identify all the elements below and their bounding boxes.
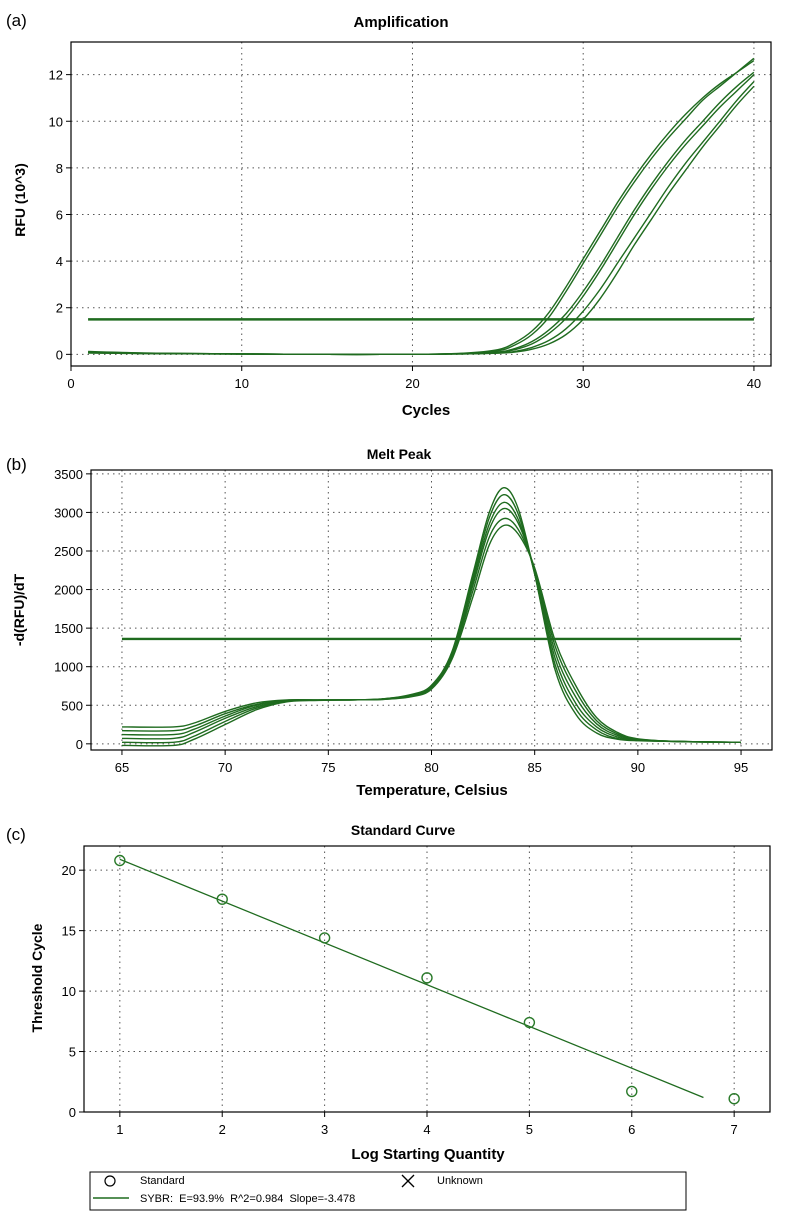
standard-curve-x-ticks: 1 2 3 4 5 6 7 bbox=[116, 1112, 738, 1137]
y-tick-label: 20 bbox=[62, 863, 76, 878]
y-tick-label: 10 bbox=[62, 984, 76, 999]
melt-peak-x-axis-label: Temperature, Celsius bbox=[356, 782, 507, 799]
legend-standard-label: Standard bbox=[140, 1175, 185, 1187]
x-tick-label: 0 bbox=[67, 376, 74, 391]
amplification-curves bbox=[88, 57, 755, 356]
y-tick-label: 0 bbox=[69, 1105, 76, 1120]
amplification-x-ticks: 0 10 20 30 40 bbox=[67, 366, 761, 391]
standard-point bbox=[114, 854, 126, 867]
standard-point bbox=[523, 1016, 536, 1029]
x-tick-label: 30 bbox=[576, 376, 590, 391]
y-tick-label: 3500 bbox=[54, 467, 83, 482]
standard-curve-y-axis-label: Threshold Cycle bbox=[29, 923, 45, 1032]
y-tick-label: 4 bbox=[56, 254, 63, 269]
curve-4 bbox=[121, 507, 742, 743]
curve-5 bbox=[121, 517, 742, 744]
standard-curve-x-axis-label: Log Starting Quantity bbox=[351, 1146, 505, 1163]
curve-2 bbox=[121, 493, 742, 743]
y-tick-label: 12 bbox=[49, 68, 63, 83]
standard-curve-title: Standard Curve bbox=[351, 822, 455, 838]
y-tick-label: 0 bbox=[76, 737, 83, 752]
legend-unknown-marker bbox=[401, 1174, 415, 1188]
curve-3 bbox=[88, 71, 755, 356]
y-tick-label: 10 bbox=[49, 114, 63, 129]
x-tick-label: 20 bbox=[405, 376, 419, 391]
y-tick-label: 0 bbox=[56, 347, 63, 362]
y-tick-label: 1500 bbox=[54, 621, 83, 636]
x-tick-label: 80 bbox=[424, 760, 438, 775]
amplification-panel: (a) Amplification 0 10 20 30 40 0 2 4 6 8 10 12 Cy… bbox=[6, 11, 772, 419]
curve-3 bbox=[121, 501, 742, 743]
curve-1 bbox=[121, 487, 742, 743]
y-tick-label: 2 bbox=[56, 301, 63, 316]
x-tick-label: 1 bbox=[116, 1122, 123, 1137]
melt-peak-y-ticks: 0 500 1000 1500 2000 2500 3000 3500 bbox=[54, 467, 91, 752]
standard-curve-points bbox=[114, 854, 740, 1105]
y-tick-label: 6 bbox=[56, 207, 63, 222]
y-tick-label: 2000 bbox=[54, 583, 83, 598]
y-tick-label: 1000 bbox=[54, 660, 83, 675]
y-tick-label: 15 bbox=[62, 924, 76, 939]
melt-peak-y-axis-label: -d(RFU)/dT bbox=[11, 573, 27, 646]
amplification-x-axis-label: Cycles bbox=[402, 402, 450, 419]
standard-point bbox=[216, 893, 228, 905]
x-tick-label: 3 bbox=[321, 1122, 328, 1137]
standard-point bbox=[421, 972, 433, 984]
melt-peak-panel: (b) Melt Peak 65 70 75 80 85 90 95 0 500 1000 150… bbox=[6, 446, 773, 799]
legend-unknown-label: Unknown bbox=[437, 1175, 483, 1187]
amplification-grid bbox=[71, 42, 771, 366]
amplification-plot-frame bbox=[70, 41, 772, 367]
x-tick-label: 4 bbox=[423, 1122, 430, 1137]
standard-point bbox=[728, 1092, 740, 1105]
panel-c-label: (c) bbox=[6, 825, 26, 844]
curve-2 bbox=[88, 57, 755, 356]
melt-peak-curves bbox=[121, 487, 742, 747]
legend-fit-label: SYBR: E=93.9% R^2=0.984 Slope=-3.478 bbox=[140, 1193, 355, 1205]
curve-6 bbox=[121, 524, 742, 747]
legend-frame bbox=[89, 1171, 687, 1211]
y-tick-label: 5 bbox=[69, 1045, 76, 1060]
panel-a-label: (a) bbox=[6, 11, 27, 30]
standard-curve-legend: Standard Unknown SYBR: E=93.9% R^2=0.984… bbox=[89, 1171, 687, 1211]
x-tick-label: 90 bbox=[631, 760, 645, 775]
amplification-title: Amplification bbox=[353, 14, 448, 31]
y-tick-label: 3000 bbox=[54, 505, 83, 520]
panel-b-label: (b) bbox=[6, 455, 27, 474]
amplification-y-ticks: 0 2 4 6 8 10 12 bbox=[49, 68, 71, 362]
y-tick-label: 2500 bbox=[54, 544, 83, 559]
melt-peak-x-ticks: 65 70 75 80 85 90 95 bbox=[115, 750, 748, 775]
y-tick-label: 8 bbox=[56, 161, 63, 176]
standard-curve-y-ticks: 0 5 10 15 20 bbox=[62, 863, 84, 1120]
standard-curve-fit-line bbox=[119, 858, 704, 1099]
x-tick-label: 95 bbox=[734, 760, 748, 775]
x-tick-label: 5 bbox=[526, 1122, 533, 1137]
x-tick-label: 85 bbox=[527, 760, 541, 775]
standard-curve-panel: (c) Standard Curve 1 2 3 4 5 6 7 0 5 10 15 20 Log … bbox=[6, 822, 771, 1211]
melt-peak-grid bbox=[91, 470, 772, 750]
x-tick-label: 70 bbox=[218, 760, 232, 775]
x-tick-label: 2 bbox=[219, 1122, 226, 1137]
legend-standard-marker bbox=[104, 1175, 116, 1187]
curve-6 bbox=[88, 85, 755, 356]
melt-peak-title: Melt Peak bbox=[367, 446, 432, 462]
amplification-y-axis-label: RFU (10^3) bbox=[12, 163, 28, 237]
x-tick-label: 65 bbox=[115, 760, 129, 775]
x-tick-label: 7 bbox=[731, 1122, 738, 1137]
y-tick-label: 500 bbox=[61, 698, 83, 713]
x-tick-label: 40 bbox=[747, 376, 761, 391]
standard-point bbox=[318, 932, 331, 944]
x-tick-label: 75 bbox=[321, 760, 335, 775]
standard-curve-grid bbox=[84, 846, 770, 1112]
curve-5 bbox=[88, 81, 755, 356]
x-tick-label: 10 bbox=[234, 376, 248, 391]
x-tick-label: 6 bbox=[628, 1122, 635, 1137]
standard-point bbox=[626, 1085, 638, 1098]
